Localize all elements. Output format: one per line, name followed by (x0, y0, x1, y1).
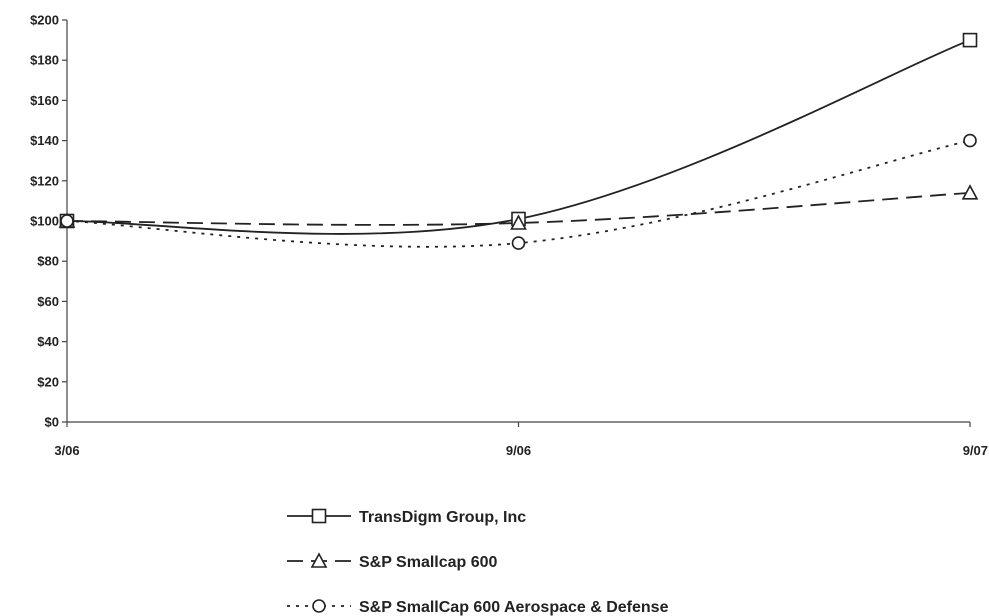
y-tick-label: $100 (30, 214, 59, 229)
y-tick-label: $60 (37, 294, 59, 309)
legend-item: S&P SmallCap 600 Aerospace & Defense (287, 599, 669, 616)
series-2-point (961, 184, 979, 200)
x-ticks: 3/06 9/06 9/07 (54, 422, 988, 458)
y-tick-label: $80 (37, 254, 59, 269)
legend-marker (312, 599, 326, 613)
legend-label: S&P Smallcap 600 (359, 554, 498, 571)
series-line-3 (66, 139, 971, 248)
y-tick-label: $0 (45, 415, 59, 430)
legend-item: S&P Smallcap 600 (287, 552, 498, 571)
x-tick-label: 9/07 (963, 443, 988, 458)
y-tick-label: $200 (30, 13, 59, 28)
series-markers (58, 32, 979, 250)
x-tick-label: 3/06 (54, 443, 79, 458)
series-3-point (60, 214, 74, 228)
y-tick-label: $140 (30, 133, 59, 148)
series-2-point (510, 214, 527, 230)
y-ticks: $0 $20 $40 $60 $80 $100 $120 $140 $160 $180 $200 (30, 13, 67, 430)
legend-label: S&P SmallCap 600 Aerospace & Defense (359, 599, 669, 616)
y-tick-label: $180 (30, 53, 59, 68)
series-3-point (511, 236, 526, 250)
y-tick-label: $160 (30, 93, 59, 108)
series-3-point (963, 133, 977, 148)
series-1-point (962, 32, 978, 48)
legend-marker (310, 552, 328, 568)
legend: TransDigm Group, Inc S&P Smallcap 600 S&P … (287, 508, 669, 616)
legend-label: TransDigm Group, Inc (359, 509, 526, 526)
y-tick-label: $20 (37, 374, 59, 389)
legend-marker (311, 508, 327, 524)
series-line-1 (66, 39, 971, 235)
series-line-2 (66, 191, 971, 226)
y-tick-label: $40 (37, 334, 59, 349)
legend-item: TransDigm Group, Inc (287, 508, 526, 526)
x-tick-label: 9/06 (506, 443, 531, 458)
y-tick-label: $120 (30, 173, 59, 188)
